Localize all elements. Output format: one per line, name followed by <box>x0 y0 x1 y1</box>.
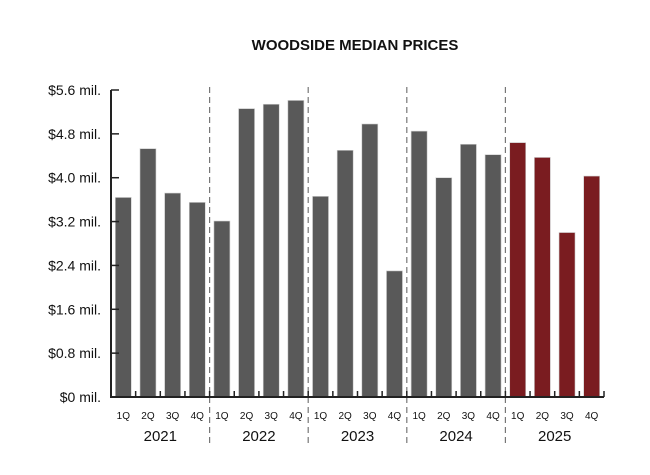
quarter-label: 4Q <box>289 411 303 422</box>
y-tick-label: $3.2 mil. <box>48 214 101 230</box>
quarter-label: 4Q <box>191 411 205 422</box>
quarter-label: 2Q <box>437 411 451 422</box>
quarter-label: 1Q <box>215 411 229 422</box>
bar-2023-1Q <box>312 196 329 398</box>
y-tick-label: $1.6 mil. <box>48 301 101 317</box>
quarter-label: 3Q <box>462 411 476 422</box>
bar-2022-2Q <box>238 108 255 398</box>
bar-2022-4Q <box>287 100 305 398</box>
quarter-label: 2Q <box>240 411 254 422</box>
quarter-label: 1Q <box>412 411 426 422</box>
bar-2021-2Q <box>139 148 157 398</box>
quarter-label: 3Q <box>265 411 279 422</box>
y-tick-label: $0.8 mil. <box>48 345 101 361</box>
quarter-label: 3Q <box>166 411 180 422</box>
quarter-label: 1Q <box>314 411 328 422</box>
y-tick-label: $5.6 mil. <box>48 82 101 98</box>
y-tick-label: $4.0 mil. <box>48 170 101 186</box>
year-label: 2023 <box>341 428 374 445</box>
bar-2021-1Q <box>115 197 132 398</box>
quarter-label: 2Q <box>536 411 550 422</box>
quarter-label: 4Q <box>388 411 402 422</box>
bar-2024-4Q <box>484 154 502 398</box>
quarter-label: 1Q <box>117 411 131 422</box>
year-label: 2024 <box>439 428 472 445</box>
quarter-label: 1Q <box>511 411 525 422</box>
bar-2021-3Q <box>164 192 181 398</box>
bar-2025-4Q <box>583 175 600 398</box>
bar-2025-3Q <box>558 232 576 398</box>
year-label: 2021 <box>144 428 177 445</box>
bar-2023-4Q <box>386 270 403 398</box>
bar-2022-3Q <box>262 103 280 398</box>
bar-2025-1Q <box>509 142 527 398</box>
bar-2023-2Q <box>336 150 354 398</box>
bar-2021-4Q <box>188 202 206 398</box>
quarter-label: 4Q <box>486 411 500 422</box>
y-tick-label: $4.8 mil. <box>48 126 101 142</box>
bar-2024-2Q <box>435 177 453 398</box>
y-tick-label: $0 mil. <box>60 389 101 405</box>
bar-2024-1Q <box>410 130 428 398</box>
quarter-label: 3Q <box>363 411 377 422</box>
bar-2022-1Q <box>213 220 231 398</box>
quarter-label: 2Q <box>141 411 155 422</box>
bar-2024-3Q <box>460 143 477 398</box>
quarter-label: 3Q <box>560 411 574 422</box>
quarter-label: 4Q <box>585 411 599 422</box>
chart-title: WOODSIDE MEDIAN PRICES <box>252 37 459 54</box>
bar-2025-2Q <box>534 157 551 398</box>
quarter-label: 2Q <box>339 411 353 422</box>
y-tick-label: $2.4 mil. <box>48 257 101 273</box>
bar-2023-3Q <box>361 123 379 398</box>
year-label: 2025 <box>538 428 571 445</box>
year-label: 2022 <box>242 428 275 445</box>
